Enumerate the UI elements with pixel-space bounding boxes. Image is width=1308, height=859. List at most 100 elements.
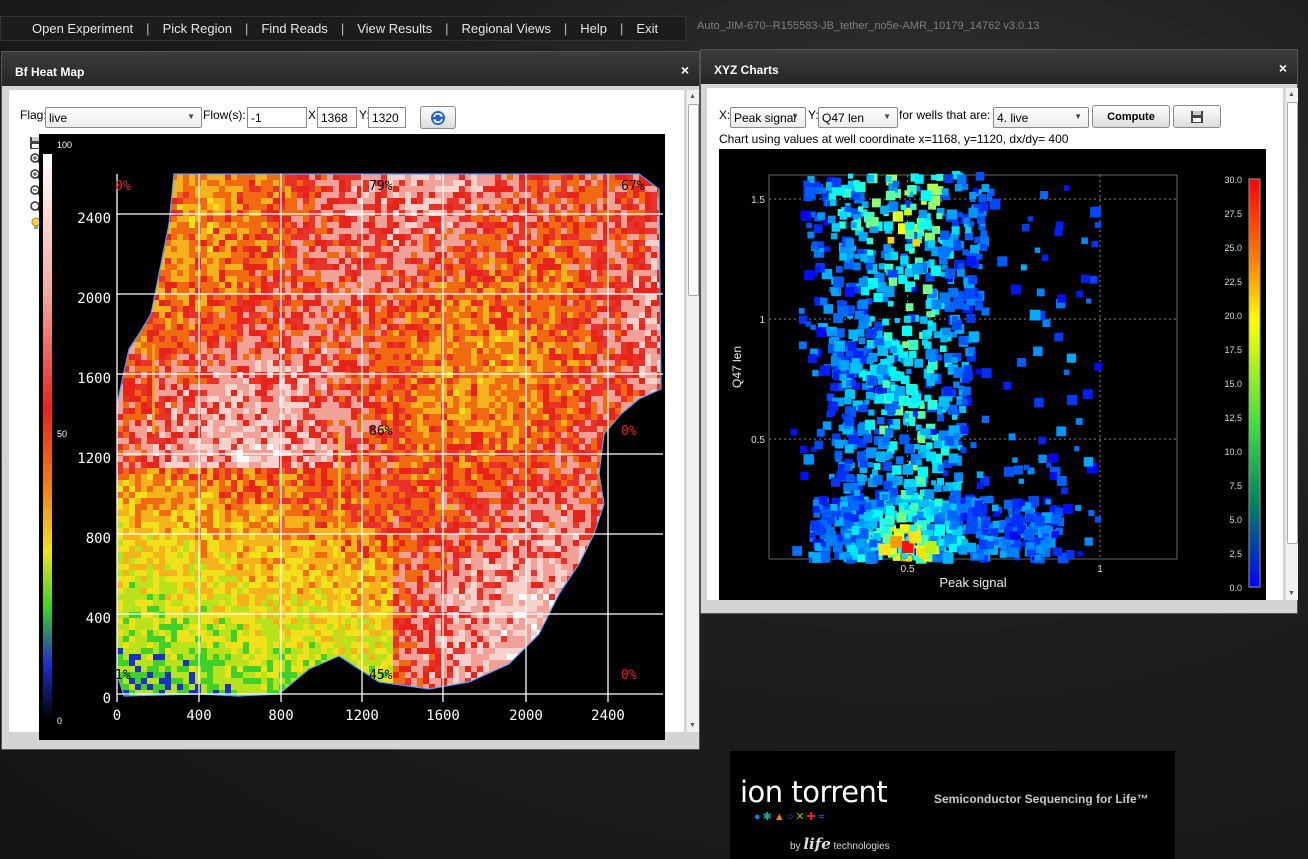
scroll-thumb[interactable] bbox=[1287, 102, 1298, 544]
menu-item-exit[interactable]: Exit bbox=[636, 21, 659, 36]
scroll-up-icon[interactable]: ▲ bbox=[689, 93, 696, 100]
xyz-charts-panel: X: Peak signal ▼ Y: Q47 len ▼ for wells … bbox=[707, 88, 1298, 600]
y-coord-label: Y: bbox=[359, 108, 370, 122]
refresh-icon bbox=[431, 110, 445, 125]
flag-select[interactable]: live ▼ bbox=[45, 107, 202, 128]
heat-x-tick: 1600 bbox=[426, 708, 460, 724]
scroll-thumb[interactable] bbox=[688, 104, 699, 296]
heat-x-tick: 2000 bbox=[509, 708, 543, 724]
region-percent-label: 0% bbox=[115, 179, 131, 194]
xyz-charts-scrollbar[interactable]: ▲ ▼ bbox=[1285, 88, 1298, 600]
scatter-y-tick: 0.5 bbox=[751, 435, 765, 446]
colorbar-tick: 0.0 bbox=[1229, 583, 1242, 593]
y-axis-field-label: Y: bbox=[808, 108, 819, 122]
logo-tagline: Semiconductor Sequencing for Life™ bbox=[934, 792, 1149, 806]
colorbar-label: 50 bbox=[57, 429, 67, 439]
colorbar-tick: 17.5 bbox=[1224, 345, 1242, 355]
region-percent-label: 86% bbox=[369, 424, 393, 439]
menu-bar: Open Experiment | Pick Region | Find Reads | V… bbox=[0, 16, 686, 41]
menu-separator: | bbox=[146, 21, 150, 36]
logo-by: by bbox=[790, 841, 801, 852]
scatter-colorbar bbox=[1248, 178, 1261, 588]
flag-label: Flag: bbox=[20, 108, 47, 122]
heat-x-tick: 800 bbox=[268, 708, 293, 724]
logo-brand: ion torrent bbox=[740, 775, 888, 809]
heat-y-tick: 1200 bbox=[77, 451, 111, 467]
colorbar-tick: 5.0 bbox=[1229, 515, 1242, 525]
x-axis-select[interactable]: Peak signal ▼ bbox=[730, 107, 806, 128]
flows-input[interactable]: -1 bbox=[247, 107, 307, 128]
region-percent-label: 1% bbox=[115, 668, 131, 683]
y-axis-select[interactable]: Q47 len ▼ bbox=[818, 107, 898, 128]
menu-separator: | bbox=[244, 21, 249, 36]
x-coord-input[interactable]: 1368 bbox=[317, 107, 357, 128]
heat-x-tick: 0 bbox=[113, 708, 121, 724]
logo-by-line: by life technologies bbox=[790, 835, 890, 853]
y-axis-select-value: Q47 len bbox=[822, 111, 865, 125]
chevron-down-icon: ▼ bbox=[187, 112, 195, 121]
heat-x-tick: 400 bbox=[186, 708, 211, 724]
menu-item-view-results[interactable]: View Results bbox=[357, 21, 433, 36]
heat-map-title: Bf Heat Map bbox=[2, 52, 699, 86]
heat-x-tick: 2400 bbox=[591, 708, 625, 724]
heat-x-tick: 1200 bbox=[345, 708, 379, 724]
xyz-charts-window: XYZ Charts × X: Peak signal ▼ Y: Q47 len… bbox=[700, 49, 1298, 614]
region-percent-label: 0% bbox=[621, 424, 637, 439]
scroll-up-icon[interactable]: ▲ bbox=[1288, 91, 1295, 98]
lightbulb-icon[interactable] bbox=[29, 217, 43, 231]
heat-y-tick: 800 bbox=[86, 531, 111, 547]
menu-item-open-experiment[interactable]: Open Experiment bbox=[32, 21, 134, 36]
compute-button[interactable]: Compute bbox=[1092, 105, 1170, 128]
region-percent-label: 0% bbox=[621, 668, 637, 683]
colorbar-tick: 10.0 bbox=[1224, 447, 1242, 457]
heat-map-panel: Flag: live ▼ Flow(s): -1 X: 1368 Y: 1320 bbox=[9, 90, 699, 740]
chart-info-text: Chart using values at well coordinate x=… bbox=[719, 132, 1069, 146]
menu-separator: | bbox=[340, 21, 345, 36]
app-title: Auto_JIM-670--R155583-JB_tether_no5e-AMR… bbox=[697, 20, 1040, 32]
scatter-y-label: Q47 len bbox=[730, 346, 744, 388]
menu-item-find-reads[interactable]: Find Reads bbox=[261, 21, 328, 36]
y-coord-input[interactable]: 1320 bbox=[368, 107, 406, 128]
refresh-button[interactable] bbox=[420, 106, 456, 129]
xyz-scatter-chart[interactable]: 0.5 1 0.5 1 1.5 Peak signal Q47 len 30.0 27.5 25.… bbox=[719, 149, 1266, 600]
region-percent-label: 67% bbox=[621, 179, 645, 194]
heat-map-window: Bf Heat Map × Flag: live ▼ Flow(s): -1 X… bbox=[1, 51, 700, 750]
scatter-x-tick: 1 bbox=[1097, 564, 1103, 575]
colorbar-tick: 30.0 bbox=[1224, 175, 1242, 185]
heat-map-scrollbar[interactable]: ▲ ▼ bbox=[686, 90, 699, 732]
colorbar-label: 100 bbox=[57, 140, 72, 150]
logo-life: life bbox=[803, 835, 831, 853]
colorbar-tick: 27.5 bbox=[1224, 209, 1242, 219]
flows-label: Flow(s): bbox=[203, 108, 246, 122]
heat-map-close-icon[interactable]: × bbox=[680, 62, 689, 78]
xyz-charts-close-icon[interactable]: × bbox=[1278, 60, 1287, 76]
colorbar-tick: 22.5 bbox=[1224, 277, 1242, 287]
ion-torrent-logo: ion torrent ●✱▲○✕✚≈ by life technologies… bbox=[730, 751, 1175, 859]
wells-select[interactable]: 4. live ▼ bbox=[993, 107, 1089, 128]
xyz-charts-title: XYZ Charts bbox=[701, 50, 1297, 84]
chevron-down-icon: ▼ bbox=[1074, 112, 1082, 121]
menu-item-regional-views[interactable]: Regional Views bbox=[461, 21, 551, 36]
colorbar-tick: 12.5 bbox=[1224, 413, 1242, 423]
logo-symbols: ●✱▲○✕✚≈ bbox=[754, 811, 826, 823]
colorbar-tick: 25.0 bbox=[1224, 243, 1242, 253]
wells-label: for wells that are: bbox=[899, 108, 991, 122]
colorbar-label: 0 bbox=[57, 716, 62, 726]
menu-item-pick-region[interactable]: Pick Region bbox=[162, 21, 232, 36]
save-chart-button[interactable] bbox=[1173, 105, 1221, 128]
x-axis-field-label: X: bbox=[719, 108, 731, 122]
menu-separator: | bbox=[620, 21, 624, 36]
heat-y-tick: 0 bbox=[103, 691, 111, 707]
colorbar-tick: 15.0 bbox=[1224, 379, 1242, 389]
menu-separator: | bbox=[563, 21, 568, 36]
scroll-down-icon[interactable]: ▼ bbox=[689, 722, 696, 729]
menu-separator: | bbox=[445, 21, 449, 36]
heat-y-tick: 400 bbox=[86, 611, 111, 627]
save-icon bbox=[1191, 110, 1203, 123]
menu-item-help[interactable]: Help bbox=[580, 21, 608, 36]
chevron-down-icon: ▼ bbox=[791, 112, 799, 121]
colorbar-tick: 2.5 bbox=[1229, 549, 1242, 559]
scroll-down-icon[interactable]: ▼ bbox=[1288, 590, 1295, 597]
scatter-y-tick: 1.5 bbox=[751, 195, 765, 206]
